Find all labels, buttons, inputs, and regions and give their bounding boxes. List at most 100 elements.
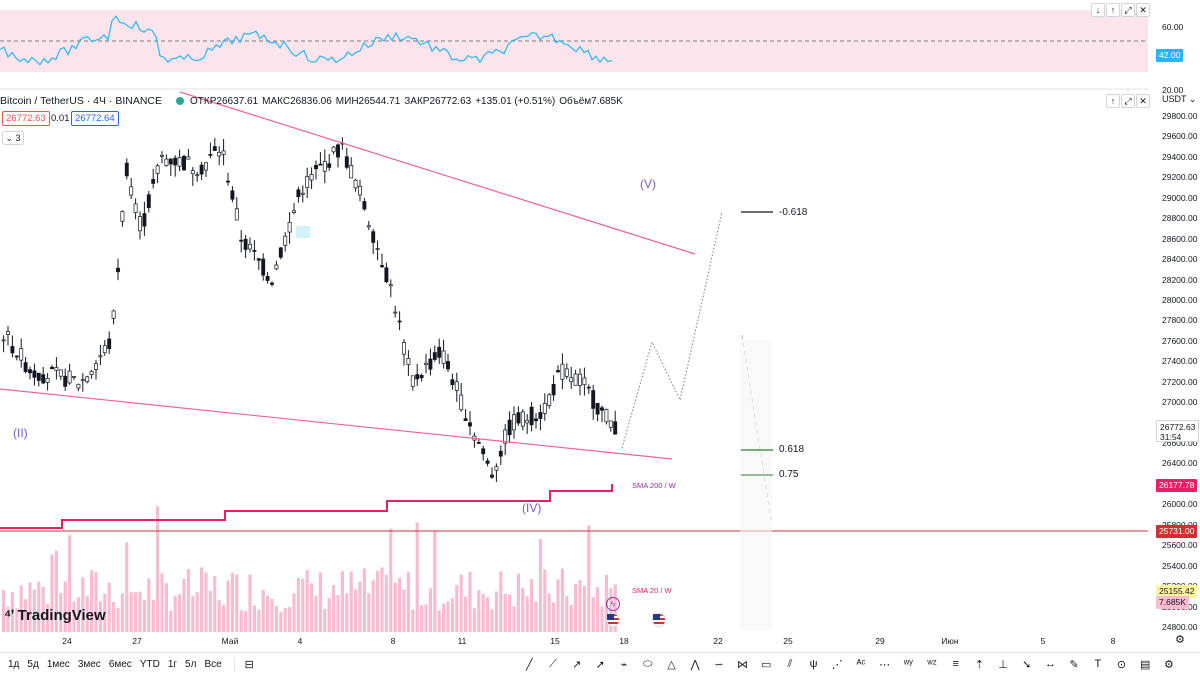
volume-bar [318,572,322,632]
candle-body [89,370,94,375]
volume-bar [314,595,318,632]
rect-icon[interactable]: ▭ [761,658,772,671]
parallel-icon[interactable]: ⫽ [787,657,793,670]
abcd-icon[interactable]: ⋀ [690,658,700,671]
timeframe-button[interactable]: 1г [167,659,178,670]
ellipse-icon[interactable]: ⬭ [643,657,653,670]
candle-body [318,163,323,166]
volume-bar [560,568,564,632]
fib-75-label[interactable]: 0.75 [779,469,799,480]
event-lightning-icon[interactable]: ϟ [606,597,620,611]
candle-body [195,174,200,177]
triangle-icon[interactable]: △ [667,658,676,671]
elliott-wxyz-icon[interactable]: ʷᶻ [927,658,937,670]
candle-body [586,386,591,389]
volume-bar [248,574,252,632]
pane-close-icon[interactable]: ✕ [1136,3,1150,17]
candle-body [305,176,310,188]
volume-bar [142,600,146,632]
volume-bar [499,571,503,632]
arrow-icon[interactable]: ➚ [595,658,606,671]
volume-value: 7.685K [591,95,623,107]
candle-body [116,267,120,273]
timeframe-button[interactable]: 6мес [108,659,132,670]
candle-body [538,412,543,419]
wave-ii-label[interactable]: (II) [13,426,28,440]
volume-bar [349,571,353,632]
fib-618-label[interactable]: 0.618 [779,444,805,455]
timeframe-button[interactable]: 1д [8,659,20,670]
buy-price-button[interactable]: 26772.64 [71,111,119,126]
axis-settings-icon[interactable]: ⚙ [1175,634,1185,646]
close-label: ЗАКР [404,95,430,107]
elliott-abcde-icon[interactable]: ⋯ [879,658,891,671]
tv-logo-icon: ⁴ʼ [4,607,15,624]
pane-maximize-icon[interactable]: ⤢ [1121,3,1135,17]
currency-label: USDT [1162,94,1187,104]
volume-bar [362,568,366,632]
volume-bar [354,589,358,632]
symbol-name[interactable]: Bitcoin / TetherUS · 4Ч · BINANCE [0,95,163,107]
chart-canvas[interactable] [0,0,1148,652]
legend-toggle[interactable]: ⌄ 3 [2,131,24,145]
candle-body [28,369,32,374]
volume-bar [173,595,177,632]
time-tick-label: 5 [1040,636,1046,646]
hline-tag: 25731.00 [1156,525,1198,538]
pin-icon[interactable]: ⊙ [1116,658,1127,671]
candle-body [278,247,283,258]
fib-neg618-label[interactable]: -0.618 [779,207,808,218]
candle-body [76,383,81,389]
candle-body [353,179,358,189]
timeframe-button[interactable]: Все [204,659,222,670]
line-icon[interactable]: ╱ [526,658,533,671]
elliott-wxy-icon[interactable]: ʷʸ [903,658,913,670]
main-pane-up-icon[interactable]: ↑ [1106,94,1120,108]
main-pane-close-icon[interactable]: ✕ [1136,94,1150,108]
ray-icon[interactable]: ⟋ [549,657,557,670]
wave-iv-label[interactable]: (IV) [522,501,542,515]
open-label: ОТКР [190,95,217,107]
elliott-5-icon[interactable]: ⋰ [831,658,843,671]
curve-icon[interactable]: ∽ [714,658,724,671]
settings-icon[interactable]: ⚙ [1163,658,1174,671]
tradingview-logo[interactable]: ⁴ʼ TradingView [4,607,106,624]
path-icon[interactable]: ⌁ [620,658,628,671]
timeframe-button[interactable]: 1мес [46,659,70,670]
main-pane-maximize-icon[interactable]: ⤢ [1121,94,1135,108]
pane-up-icon[interactable]: ↑ [1106,3,1120,17]
currency-selector[interactable]: USDT ⌄ [1162,94,1197,104]
volume-bar [178,594,182,632]
brush-icon[interactable]: ✎ [1069,658,1079,671]
timeframe-button[interactable]: 5л [185,659,197,670]
volume-bar [424,604,428,632]
timeframe-button[interactable]: 3мес [77,659,101,670]
fib-icon[interactable]: ≡ [952,658,959,670]
price-tick-label: 26600.00 [1162,438,1198,449]
economic-event-flag-icon[interactable] [606,613,620,627]
arrow-mark-icon[interactable]: ➘ [1022,658,1032,671]
volume-bar [556,579,560,632]
xabcd-icon[interactable]: ⋈ [737,658,749,671]
elliott-abc-icon[interactable]: ᴬᶜ [856,658,866,670]
candle-body [58,369,63,377]
measure-icon[interactable]: ↔ [1044,658,1056,670]
ruler-icon[interactable]: ⊥ [998,658,1008,671]
economic-event-flag-icon[interactable] [652,613,666,627]
text-icon[interactable]: T [1094,658,1102,670]
timeframe-button[interactable]: YTD [139,659,160,670]
pitchfork-icon[interactable]: ψ [809,658,818,670]
pane-down-icon[interactable]: ↓ [1091,3,1105,17]
volume-bar [191,595,195,632]
note-icon[interactable]: ▤ [1140,658,1151,671]
trend-icon[interactable]: ↗ [572,658,582,671]
timeframe-buttons: 1д 5д 1мес 3мес 6мес YTD 1г 5л Все [0,659,222,670]
wave-v-label[interactable]: (V) [640,177,656,191]
sell-price-button[interactable]: 26772.63 [2,111,50,126]
timeframe-button[interactable]: 5д [27,659,39,670]
volume-bar [85,596,89,632]
price-axis[interactable] [1148,0,1200,652]
long-icon[interactable]: ⇡ [974,658,985,671]
date-range-icon[interactable]: ⊟ [244,659,254,671]
